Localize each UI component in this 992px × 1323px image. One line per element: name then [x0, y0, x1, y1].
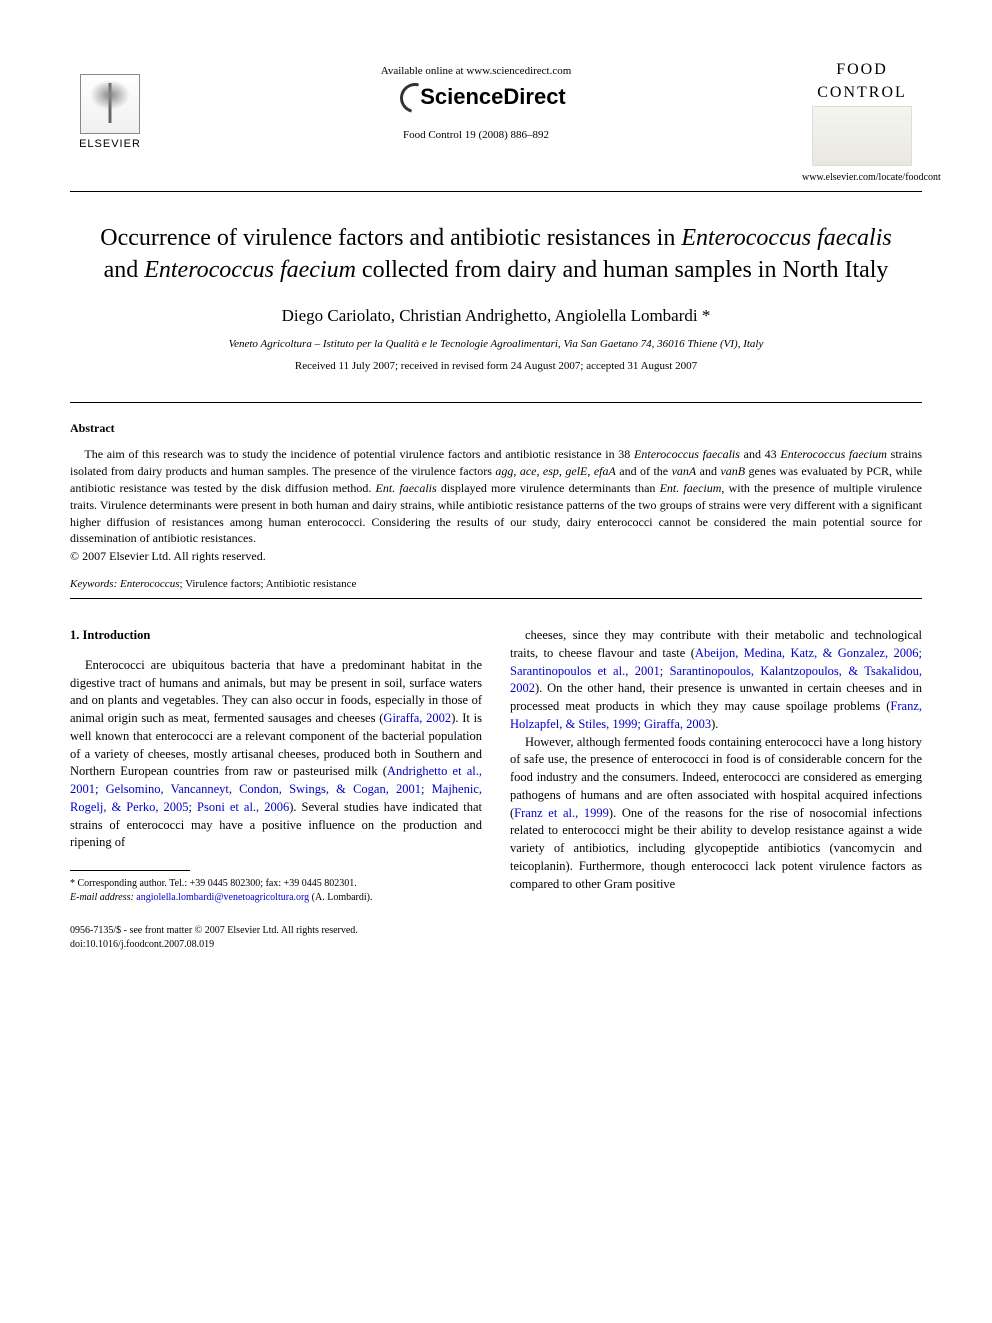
- journal-cover-thumbnail: [812, 106, 912, 166]
- sciencedirect-swoosh-icon: [386, 83, 414, 111]
- corresponding-line: * Corresponding author. Tel.: +39 0445 8…: [70, 877, 482, 891]
- page-footer: 0956-7135/$ - see front matter © 2007 El…: [70, 924, 922, 951]
- journal-name-line1: FOOD: [802, 60, 922, 81]
- email-line: E-mail address: angiolella.lombardi@vene…: [70, 891, 482, 905]
- abstract-top-rule: [70, 402, 922, 403]
- elsevier-tree-icon: [80, 74, 140, 134]
- affiliation-line: Veneto Agricoltura – Istituto per la Qua…: [70, 338, 922, 350]
- intro-col1-p1: Enterococci are ubiquitous bacteria that…: [70, 657, 482, 852]
- keywords-line: Keywords: Enterococcus; Virulence factor…: [70, 578, 922, 590]
- intro-col2-p1: cheeses, since they may contribute with …: [510, 627, 922, 734]
- sciencedirect-text: ScienceDirect: [420, 84, 566, 110]
- journal-reference: Food Control 19 (2008) 886–892: [150, 129, 802, 141]
- publisher-name: ELSEVIER: [79, 138, 141, 150]
- article-dates: Received 11 July 2007; received in revis…: [70, 360, 922, 372]
- journal-url: www.elsevier.com/locate/foodcont: [802, 172, 922, 183]
- email-address[interactable]: angiolella.lombardi@venetoagricoltura.or…: [136, 892, 309, 903]
- abstract-heading: Abstract: [70, 421, 922, 436]
- body-columns: 1. Introduction Enterococci are ubiquito…: [70, 627, 922, 904]
- footer-left: 0956-7135/$ - see front matter © 2007 El…: [70, 924, 358, 951]
- header-divider: [70, 191, 922, 192]
- journal-name-line2: CONTROL: [802, 83, 922, 104]
- right-column: cheeses, since they may contribute with …: [510, 627, 922, 904]
- keywords-text: Enterococcus; Virulence factors; Antibio…: [117, 578, 356, 590]
- abstract-body: The aim of this research was to study th…: [70, 446, 922, 547]
- email-label: E-mail address:: [70, 892, 134, 903]
- header-center: Available online at www.sciencedirect.co…: [150, 60, 802, 141]
- email-attribution: (A. Lombardi).: [312, 892, 373, 903]
- doi-line: doi:10.1016/j.foodcont.2007.08.019: [70, 938, 358, 952]
- corresponding-author-footnote: * Corresponding author. Tel.: +39 0445 8…: [70, 877, 482, 904]
- footnote-rule: [70, 870, 190, 871]
- front-matter-line: 0956-7135/$ - see front matter © 2007 El…: [70, 924, 358, 938]
- page-header: ELSEVIER Available online at www.science…: [70, 60, 922, 183]
- abstract-bottom-rule: [70, 598, 922, 599]
- abstract-copyright: © 2007 Elsevier Ltd. All rights reserved…: [70, 549, 922, 564]
- left-column: 1. Introduction Enterococci are ubiquito…: [70, 627, 482, 904]
- authors-line: Diego Cariolato, Christian Andrighetto, …: [70, 306, 922, 326]
- intro-col2-p2: However, although fermented foods contai…: [510, 734, 922, 894]
- keywords-label: Keywords:: [70, 578, 117, 590]
- introduction-heading: 1. Introduction: [70, 627, 482, 645]
- available-online-text: Available online at www.sciencedirect.co…: [150, 65, 802, 77]
- sciencedirect-logo: ScienceDirect: [386, 83, 566, 111]
- elsevier-logo: ELSEVIER: [70, 60, 150, 150]
- journal-cover-box: FOOD CONTROL www.elsevier.com/locate/foo…: [802, 60, 922, 183]
- article-title: Occurrence of virulence factors and anti…: [70, 222, 922, 287]
